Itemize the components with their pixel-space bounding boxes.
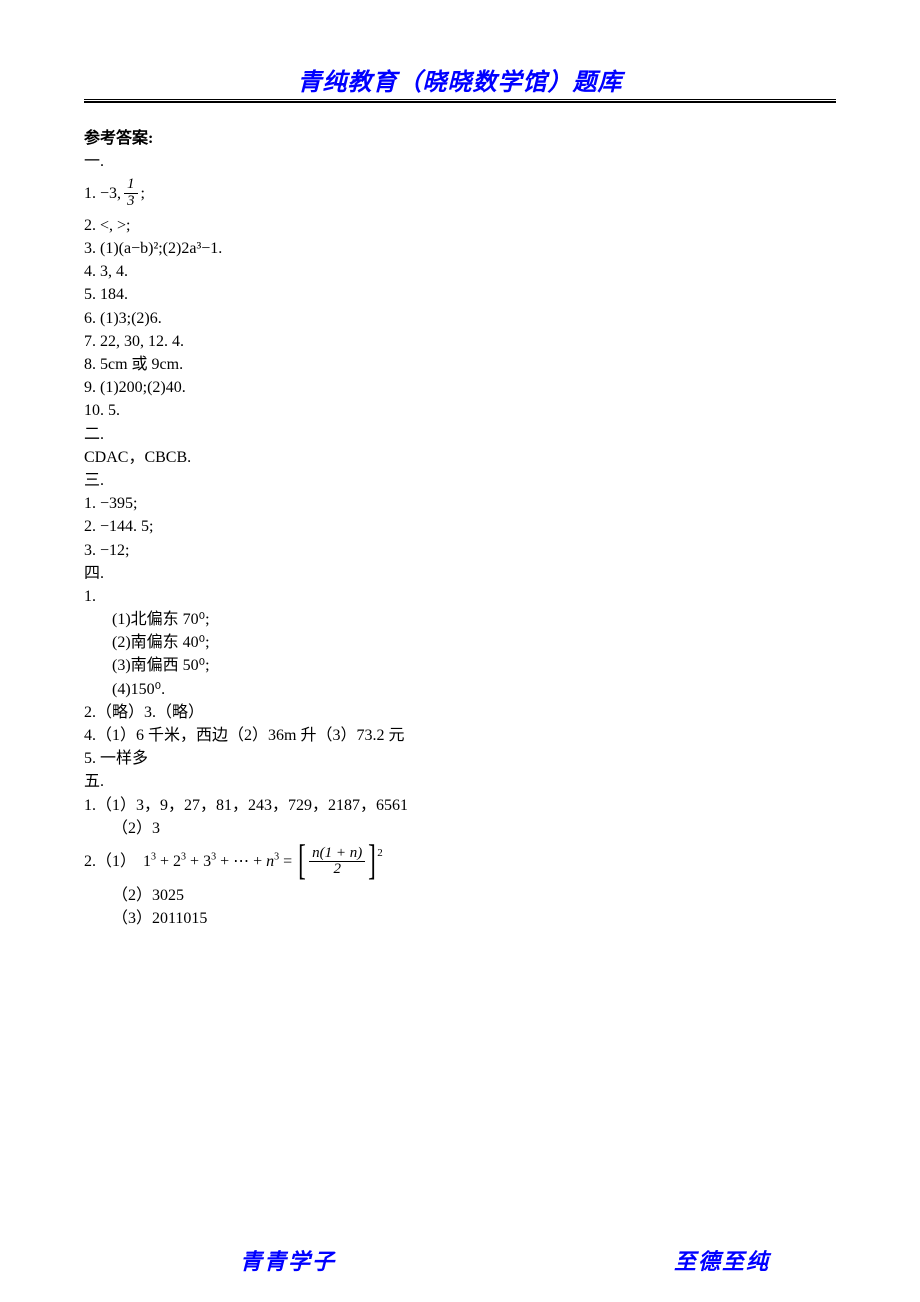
answer-5-2-2: （2）3025 — [84, 884, 836, 907]
a5-2-prefix: 2.（1） — [84, 850, 136, 873]
answer-1-6: 6. (1)3;(2)6. — [84, 307, 836, 330]
a5-2-lhs: 13 + 23 + 33 + ⋯ + n3 = — [139, 850, 292, 873]
page-footer: 青青学子 至德至纯 — [0, 1244, 920, 1276]
a1-1-suffix: ; — [141, 182, 145, 205]
answer-4-1-3: (3)南偏西 50⁰; — [84, 654, 836, 677]
section-4-label: 四. — [84, 562, 836, 585]
answer-1-9: 9. (1)200;(2)40. — [84, 376, 836, 399]
answer-4-2-3: 2.（略）3.（略） — [84, 701, 836, 724]
answer-4-1-4: (4)150⁰. — [84, 678, 836, 701]
content-body: 参考答案: 一. 1. −3, 1 3 ; 2. <, >; 3. (1)(a−… — [0, 109, 920, 930]
answer-1-7: 7. 22, 30, 12. 4. — [84, 330, 836, 353]
right-bracket-icon: ] — [368, 844, 376, 880]
answer-5-2-3: （3）2011015 — [84, 907, 836, 930]
answers-title: 参考答案: — [84, 127, 836, 150]
answer-1-1: 1. −3, 1 3 ; — [84, 173, 836, 214]
a5-2-fraction: n(1 + n) 2 — [309, 846, 365, 879]
answer-4-1-2: (2)南偏东 40⁰; — [84, 631, 836, 654]
section-1-label: 一. — [84, 150, 836, 173]
answer-1-3: 3. (1)(a−b)²;(2)2a³−1. — [84, 237, 836, 260]
answer-5-1-2: （2）3 — [84, 817, 836, 840]
frac-num: 1 — [124, 177, 138, 193]
answer-1-8: 8. 5cm 或 9cm. — [84, 353, 836, 376]
a5-2-bracket: [ n(1 + n) 2 ] 2 — [295, 844, 383, 880]
section-5-label: 五. — [84, 770, 836, 793]
a1-1-prefix: 1. −3, — [84, 182, 121, 205]
frac-den: 3 — [124, 194, 138, 210]
answer-4-5: 5. 一样多 — [84, 747, 836, 770]
answer-3-3: 3. −12; — [84, 539, 836, 562]
answer-1-4: 4. 3, 4. — [84, 260, 836, 283]
frac-num-2: n(1 + n) — [309, 846, 365, 862]
frac-den-2: 2 — [330, 862, 344, 878]
answer-1-10: 10. 5. — [84, 399, 836, 422]
a5-2-exponent: 2 — [377, 846, 383, 862]
answer-1-2: 2. <, >; — [84, 214, 836, 237]
answer-2: CDAC，CBCB. — [84, 446, 836, 469]
answer-3-2: 2. −144. 5; — [84, 515, 836, 538]
footer-left: 青青学子 — [240, 1244, 336, 1276]
section-3-label: 三. — [84, 469, 836, 492]
answer-3-1: 1. −395; — [84, 492, 836, 515]
footer-right: 至德至纯 — [674, 1244, 770, 1276]
page-header: 青纯教育（晓晓数学馆）题库 — [0, 0, 920, 109]
header-rule — [84, 99, 836, 103]
answer-5-1-1: 1.（1）3，9，27，81，243，729，2187，6561 — [84, 794, 836, 817]
left-bracket-icon: [ — [298, 844, 306, 880]
header-title: 青纯教育（晓晓数学馆）题库 — [0, 62, 920, 97]
a1-1-fraction: 1 3 — [124, 177, 138, 210]
answer-5-2-1: 2.（1） 13 + 23 + 33 + ⋯ + n3 = [ n(1 + n)… — [84, 840, 836, 884]
answer-1-5: 5. 184. — [84, 283, 836, 306]
section-2-label: 二. — [84, 423, 836, 446]
answer-4-1-1: (1)北偏东 70⁰; — [84, 608, 836, 631]
answer-4-1-label: 1. — [84, 585, 836, 608]
answer-4-4: 4.（1）6 千米，西边（2）36m 升（3）73.2 元 — [84, 724, 836, 747]
